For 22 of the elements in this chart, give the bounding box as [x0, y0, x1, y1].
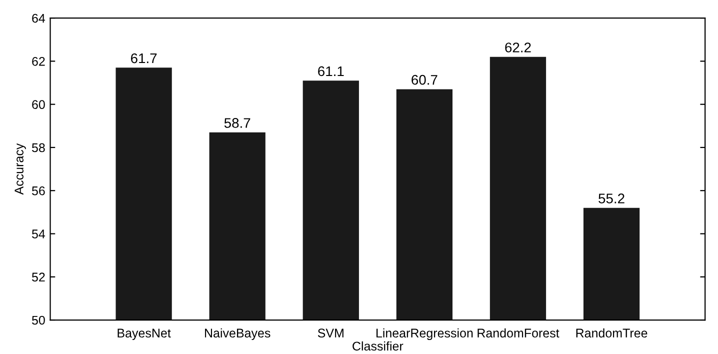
y-tick-label: 64	[32, 14, 46, 23]
x-tick-label: RandomTree	[576, 328, 648, 338]
x-tick-label: BayesNet	[118, 328, 171, 340]
y-axis-title: Accuracy	[14, 143, 26, 195]
x-tick-label: SVM	[318, 328, 344, 338]
data-label: 60.7	[412, 74, 438, 85]
x-tick-label: LinearRegression	[376, 328, 473, 340]
y-tick-label: 58	[32, 143, 45, 152]
data-label: 58.7	[224, 118, 250, 128]
y-tick-label: 62	[32, 56, 45, 66]
data-label: 62.2	[505, 42, 531, 52]
data-label: 61.7	[130, 53, 157, 64]
y-tick-label: 52	[32, 272, 45, 282]
y-tick-label: 56	[32, 186, 45, 196]
y-tick-label: 60	[32, 100, 45, 109]
x-tick-label: NaiveBayes	[205, 328, 270, 340]
data-label: 61.1	[318, 66, 344, 76]
y-tick-label: 54	[32, 230, 46, 238]
x-tick-label: RandomForest	[478, 328, 560, 338]
x-axis-title: Classifier	[352, 341, 404, 351]
data-label: 55.2	[598, 194, 624, 204]
y-tick-label: 50	[32, 316, 45, 325]
